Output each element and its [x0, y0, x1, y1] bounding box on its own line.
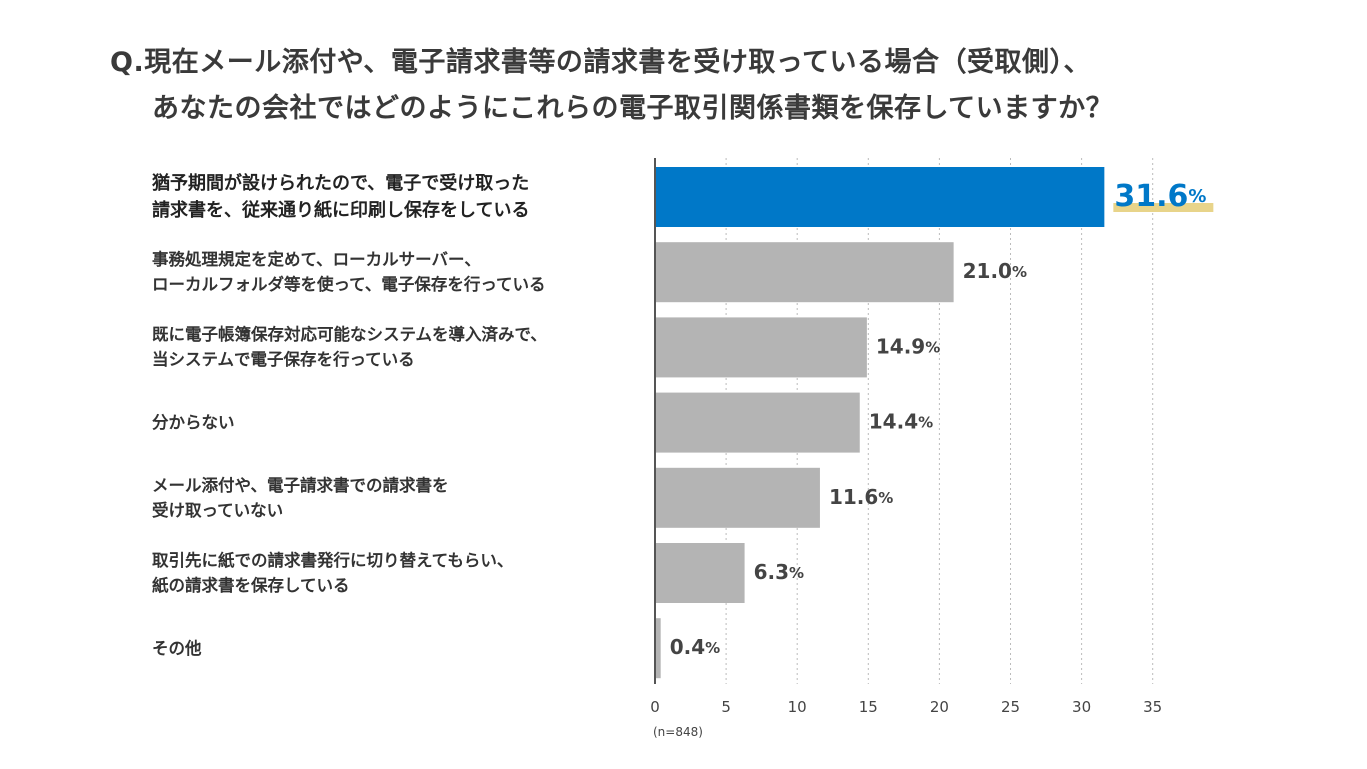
- category-label-text-3: 分からない: [152, 413, 235, 433]
- category-label-6: その他: [152, 618, 632, 678]
- x-tick-label-30: 30: [1072, 698, 1091, 716]
- x-tick-label-10: 10: [788, 698, 807, 716]
- chart-title: Q.現在メール添付や、電子請求書等の請求書を受け取っている場合（受取側）、 あな…: [110, 40, 1113, 132]
- x-tick-label-35: 35: [1143, 698, 1162, 716]
- value-label-6: 0.4%: [670, 635, 720, 659]
- bar-0: [655, 167, 1105, 227]
- category-label-4: メール添付や、電子請求書での請求書を 受け取っていない: [152, 468, 632, 528]
- bar-2: [655, 317, 867, 378]
- x-tick-label-5: 5: [721, 698, 731, 716]
- value-number-2: 14.9: [876, 334, 925, 358]
- category-label-1: 事務処理規定を定めて、ローカルサーバー、 ローカルフォルダ等を使って、電子保存を…: [152, 242, 632, 302]
- value-unit-1: %: [1012, 263, 1027, 281]
- value-label-2: 14.9%: [876, 334, 940, 358]
- title-line-1: Q.現在メール添付や、電子請求書等の請求書を受け取っている場合（受取側）、: [110, 47, 1092, 78]
- x-tick-label-25: 25: [1001, 698, 1020, 716]
- category-label-3: 分からない: [152, 393, 632, 453]
- value-label-4: 11.6%: [829, 484, 893, 508]
- value-label-0: 31.6%: [1114, 179, 1206, 214]
- value-number-1: 21.0: [963, 259, 1012, 283]
- value-label-underline-0: [1113, 203, 1214, 212]
- value-number-4: 11.6: [829, 484, 878, 508]
- category-label-2: 既に電子帳簿保存対応可能なシステムを導入済みで、 当システムで電子保存を行ってい…: [152, 317, 632, 377]
- sample-size-note: (n=848): [653, 725, 703, 739]
- category-label-text-6: その他: [152, 638, 202, 658]
- category-label-5: 取引先に紙での請求書発行に切り替えてもらい、 紙の請求書を保存している: [152, 543, 632, 603]
- value-unit-3: %: [918, 413, 933, 431]
- category-label-text-4: メール添付や、電子請求書での請求書を 受け取っていない: [152, 475, 449, 520]
- title-line-2: あなたの会社ではどのようにこれらの電子取引関係書類を保存していますか？: [152, 93, 1114, 124]
- bar-6: [655, 618, 661, 679]
- category-label-text-5: 取引先に紙での請求書発行に切り替えてもらい、 紙の請求書を保存している: [152, 551, 514, 595]
- bar-3: [655, 392, 860, 453]
- value-unit-5: %: [789, 564, 804, 582]
- bar-5: [655, 543, 745, 603]
- value-number-6: 0.4: [670, 635, 705, 659]
- value-unit-6: %: [705, 639, 720, 657]
- value-number-0: 31.6: [1114, 179, 1188, 214]
- bar-1: [655, 242, 954, 303]
- value-label-1: 21.0%: [963, 259, 1027, 283]
- x-tick-label-0: 0: [650, 698, 660, 716]
- x-tick-label-20: 20: [930, 698, 949, 716]
- category-label-text-1: 事務処理規定を定めて、ローカルサーバー、 ローカルフォルダ等を使って、電子保存を…: [152, 250, 546, 295]
- value-unit-0: %: [1188, 186, 1206, 207]
- x-tick-label-15: 15: [859, 698, 878, 716]
- value-unit-4: %: [878, 488, 893, 506]
- value-unit-2: %: [925, 338, 940, 356]
- category-label-0: 猶予期間が設けられたので、電子で受け取った 請求書を、従来通り紙に印刷し保存をし…: [152, 167, 632, 227]
- category-label-text-0: 猶予期間が設けられたので、電子で受け取った 請求書を、従来通り紙に印刷し保存をし…: [152, 173, 530, 221]
- bar-4: [655, 467, 820, 528]
- category-label-text-2: 既に電子帳簿保存対応可能なシステムを導入済みで、 当システムで電子保存を行ってい…: [152, 325, 547, 370]
- value-label-5: 6.3%: [754, 560, 804, 584]
- value-label-3: 14.4%: [869, 409, 933, 433]
- value-number-5: 6.3: [754, 560, 789, 584]
- value-number-3: 14.4: [869, 409, 918, 433]
